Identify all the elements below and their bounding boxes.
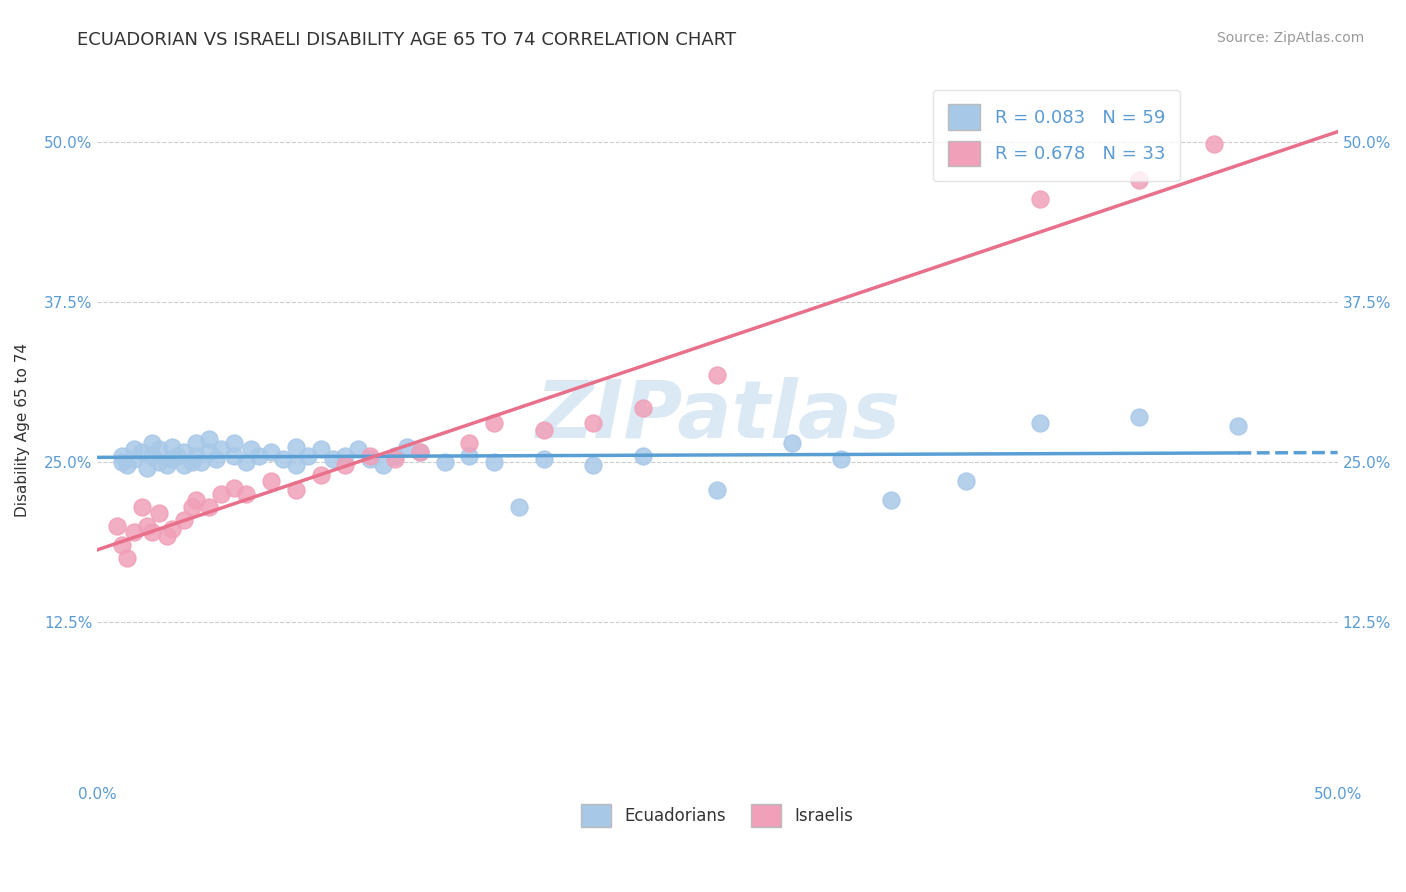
Point [409,444,432,458]
Point [830,452,852,467]
Point [482,417,505,431]
Point [371,458,394,472]
Point [309,467,332,482]
Point [222,449,245,463]
Point [124,452,146,467]
Point [297,449,319,463]
Point [346,442,368,456]
Point [458,449,481,463]
Y-axis label: Disability Age 65 to 74: Disability Age 65 to 74 [15,343,30,516]
Point [1202,137,1225,152]
Text: Source: ZipAtlas.com: Source: ZipAtlas.com [1216,31,1364,45]
Point [131,500,153,514]
Point [1227,419,1250,434]
Point [141,435,163,450]
Point [173,458,195,472]
Point [706,483,728,497]
Point [533,423,555,437]
Point [156,529,179,543]
Point [384,452,406,467]
Point [235,455,257,469]
Text: ZIPatlas: ZIPatlas [534,376,900,455]
Point [135,461,157,475]
Point [706,368,728,382]
Point [180,455,202,469]
Point [409,444,432,458]
Point [260,474,283,488]
Point [482,455,505,469]
Point [284,458,307,472]
Point [880,493,903,508]
Point [115,458,138,472]
Point [198,500,221,514]
Point [160,522,183,536]
Point [955,474,977,488]
Point [284,483,307,497]
Point [1128,410,1150,425]
Point [780,435,803,450]
Point [240,442,263,456]
Point [198,444,221,458]
Point [141,525,163,540]
Legend: Ecuadorians, Israelis: Ecuadorians, Israelis [575,797,860,834]
Point [105,519,128,533]
Point [148,442,170,456]
Point [186,449,208,463]
Point [156,458,179,472]
Point [1029,417,1052,431]
Point [124,442,146,456]
Point [359,449,381,463]
Point [209,442,232,456]
Point [582,458,605,472]
Point [160,440,183,454]
Point [160,452,183,467]
Point [173,444,195,458]
Point [508,500,530,514]
Point [631,449,654,463]
Text: ECUADORIAN VS ISRAELI DISABILITY AGE 65 TO 74 CORRELATION CHART: ECUADORIAN VS ISRAELI DISABILITY AGE 65 … [77,31,737,49]
Point [186,493,208,508]
Point [111,449,134,463]
Point [148,455,170,469]
Point [111,455,134,469]
Point [148,506,170,520]
Point [124,525,146,540]
Point [582,417,605,431]
Point [309,442,332,456]
Point [222,481,245,495]
Point [205,452,228,467]
Point [180,500,202,514]
Point [141,449,163,463]
Point [1029,192,1052,206]
Point [198,432,221,446]
Point [359,452,381,467]
Point [260,444,283,458]
Point [335,449,357,463]
Point [335,458,357,472]
Point [631,401,654,416]
Point [222,435,245,450]
Point [458,435,481,450]
Point [115,551,138,566]
Point [433,455,456,469]
Point [1128,173,1150,187]
Point [190,455,212,469]
Point [533,452,555,467]
Point [131,444,153,458]
Point [186,435,208,450]
Point [209,487,232,501]
Point [247,449,270,463]
Point [111,538,134,552]
Point [235,487,257,501]
Point [322,452,344,467]
Point [384,449,406,463]
Point [284,440,307,454]
Point [135,519,157,533]
Point [173,513,195,527]
Point [166,449,188,463]
Point [271,452,294,467]
Point [396,440,419,454]
